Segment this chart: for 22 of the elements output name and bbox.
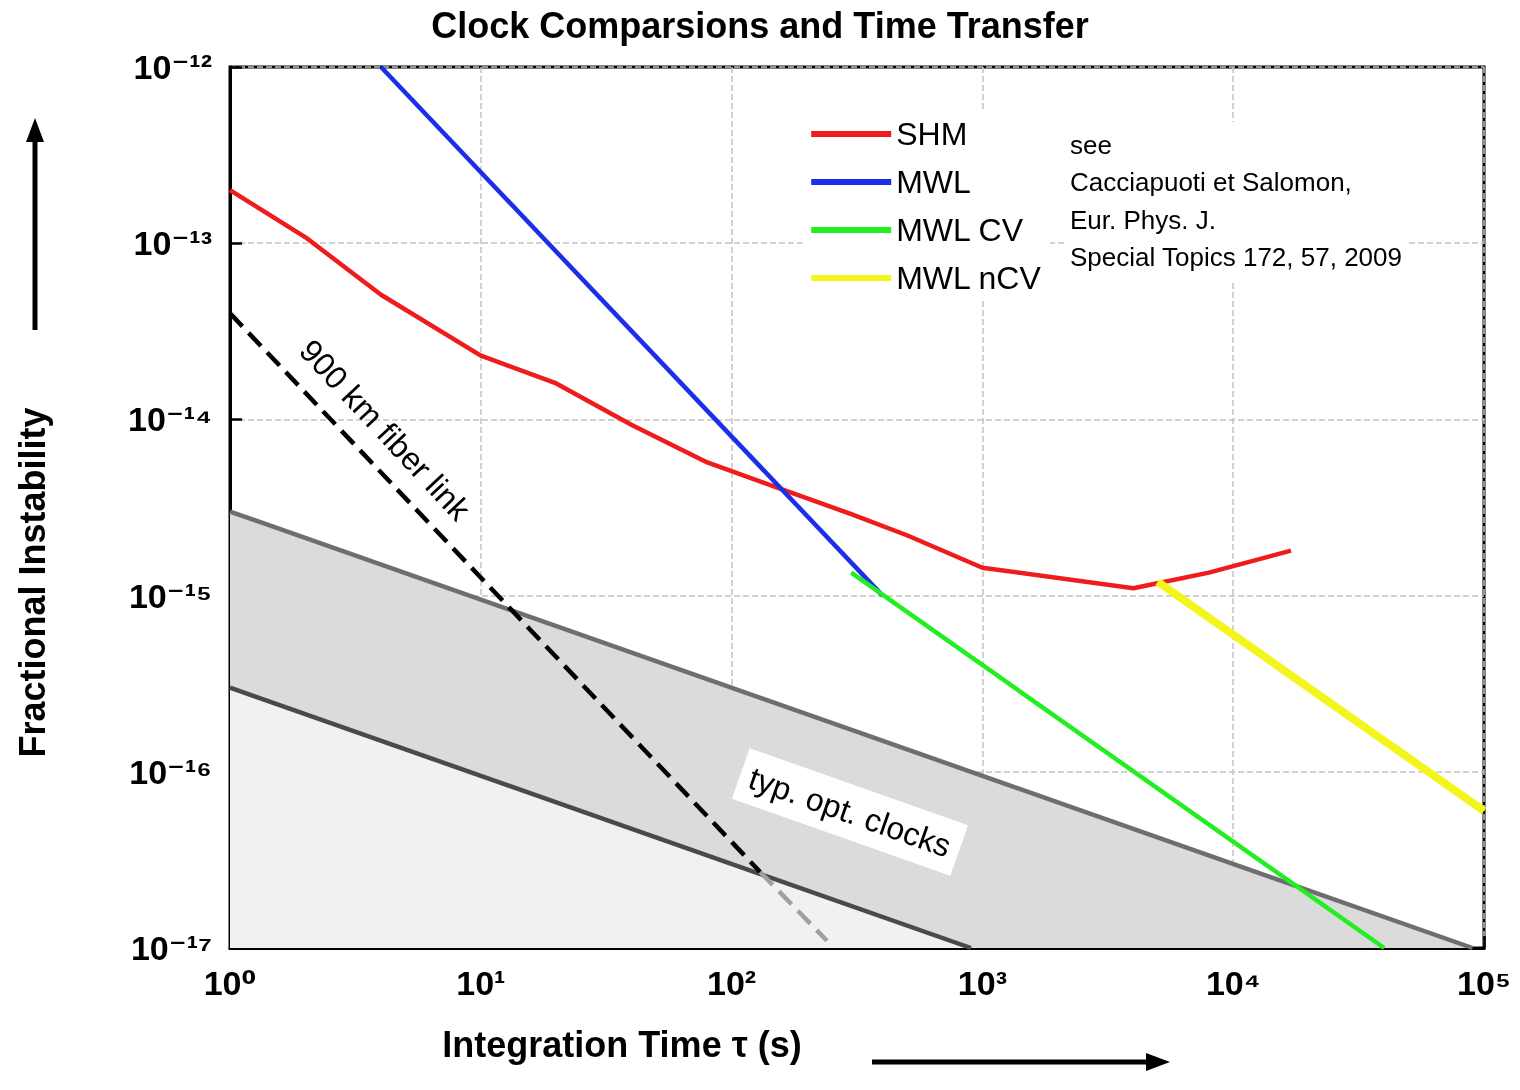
x-axis-title: Integration Time τ (s) (442, 1023, 802, 1065)
chart-title: Clock Comparsions and Time Transfer (431, 4, 1089, 46)
y-axis-title: Fractional Instability (11, 407, 53, 758)
y-tick-label: 10⁻¹² (133, 48, 212, 86)
x-tick-label: 10⁵ (1457, 964, 1511, 1002)
x-tick-label: 10³ (957, 964, 1007, 1002)
annotation: typ. opt. clocks (744, 759, 956, 865)
x-tick-label: 10⁰ (203, 964, 257, 1002)
x-tick-label: 10¹ (456, 964, 506, 1002)
y-tick-label: 10⁻¹⁶ (129, 752, 212, 791)
y-tick-label: 10⁻¹⁴ (128, 400, 212, 439)
x-tick-label: 10² (707, 964, 757, 1002)
y-tick-label: 10⁻¹⁷ (130, 929, 212, 967)
x-tick-label: 10⁴ (1205, 964, 1261, 1002)
y-tick-label: 10⁻¹³ (133, 224, 212, 263)
legend-label: MWL nCV (896, 260, 1042, 296)
annotation: see Cacciapuoti et Salomon, Eur. Phys. J. Special Topics 172, 57, 2009 (1070, 129, 1402, 273)
legend-label: MWL CV (896, 212, 1024, 248)
y-tick-label: 10⁻¹⁵ (128, 576, 212, 615)
annotation: 900 km fiber link (292, 332, 479, 529)
legend-label: SHM (896, 116, 968, 152)
legend-label: MWL (896, 164, 971, 200)
